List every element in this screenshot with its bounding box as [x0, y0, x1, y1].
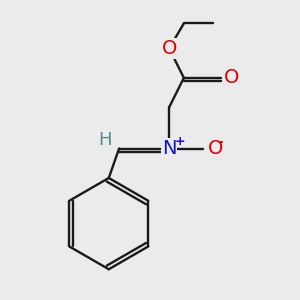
Text: +: +: [175, 135, 186, 148]
Text: H: H: [98, 131, 112, 149]
Text: O: O: [224, 68, 239, 87]
Text: -: -: [217, 135, 223, 149]
Text: N: N: [162, 139, 176, 158]
Text: O: O: [161, 39, 177, 58]
Text: O: O: [207, 139, 223, 158]
